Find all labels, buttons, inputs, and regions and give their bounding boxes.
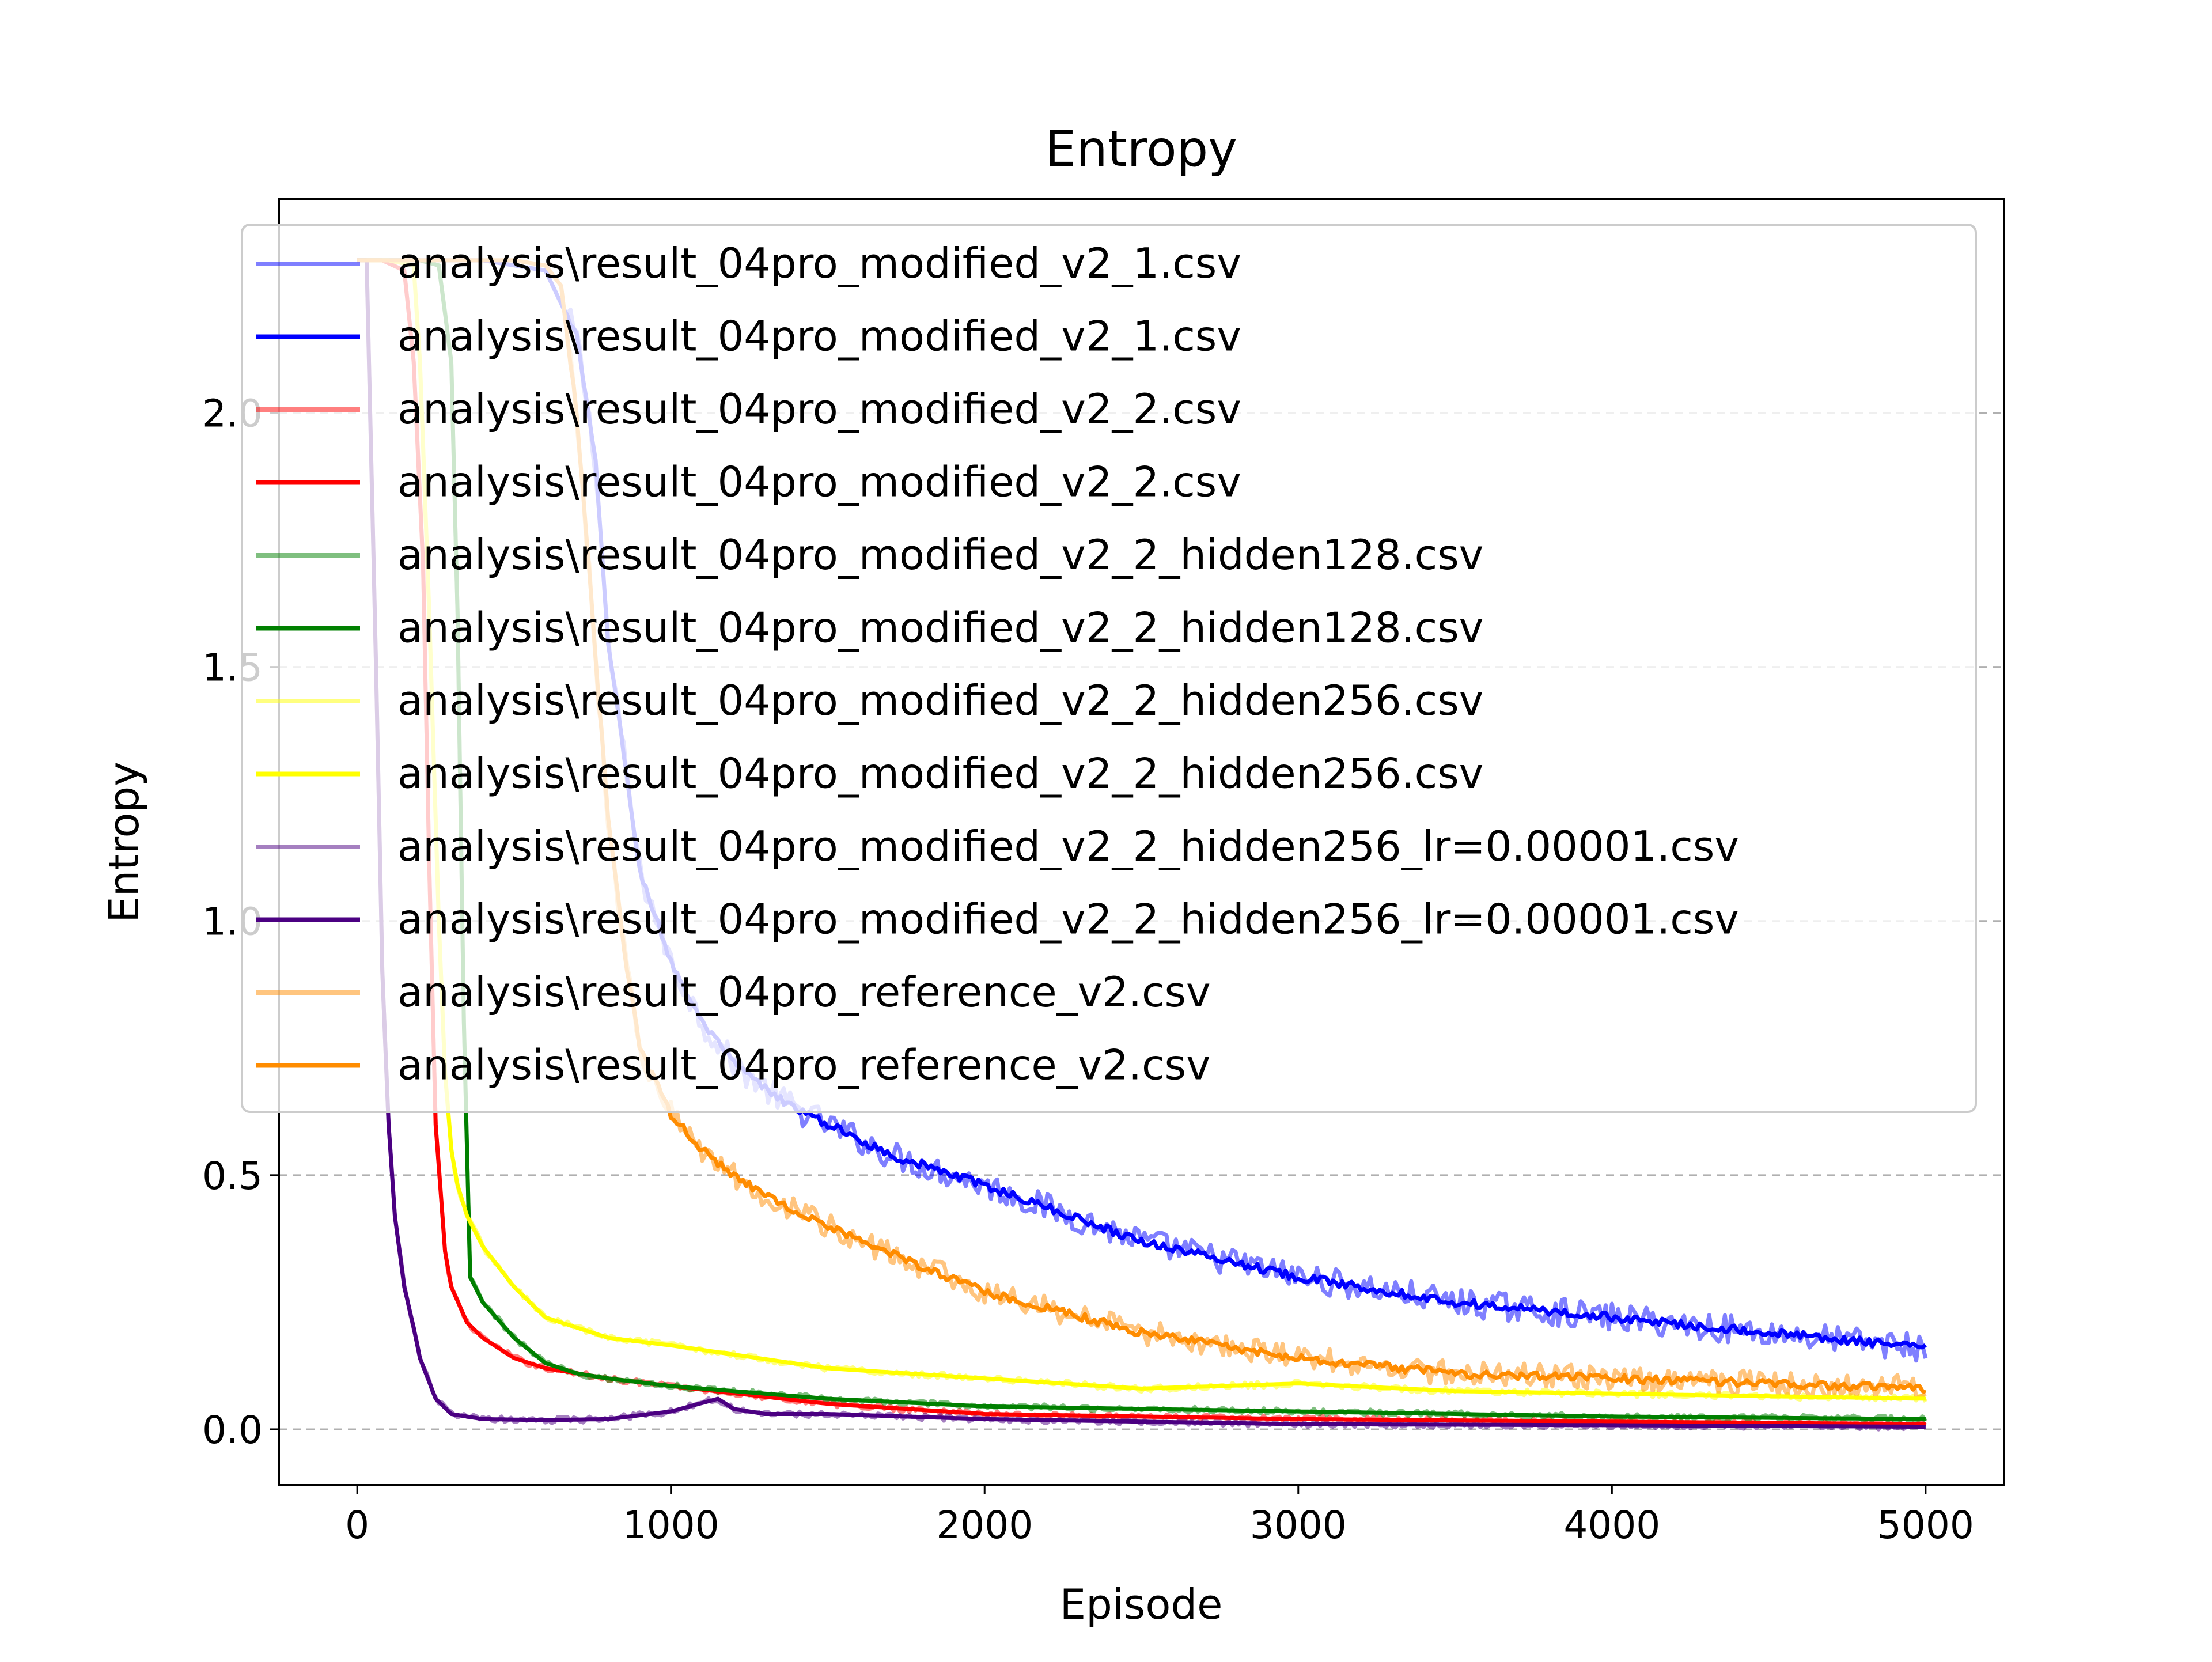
legend-label: analysis\result_04pro_modified_v2_2.csv xyxy=(397,385,1241,433)
x-tick-label: 0 xyxy=(345,1503,369,1547)
series-line-9-smoothed xyxy=(357,258,1926,1429)
y-tick-label: 0.0 xyxy=(202,1408,263,1452)
legend: analysis\result_04pro_modified_v2_1.csva… xyxy=(241,224,1977,1113)
series-line-5-smoothed xyxy=(357,258,1926,1421)
legend-label: analysis\result_04pro_modified_v2_2_hidd… xyxy=(397,749,1483,798)
legend-label: analysis\result_04pro_modified_v2_2.csv xyxy=(397,458,1241,506)
x-axis-label: Episode xyxy=(1060,1580,1223,1629)
x-tick-label: 4000 xyxy=(1563,1503,1660,1547)
x-axis: 0 1000 2000 3000 4000 5000 xyxy=(345,1485,1974,1547)
series-lines xyxy=(357,258,1928,1432)
x-tick-label: 5000 xyxy=(1877,1503,1974,1547)
legend-label: analysis\result_04pro_modified_v2_1.csv xyxy=(397,239,1241,287)
legend-label: analysis\result_04pro_modified_v2_1.csv xyxy=(397,312,1241,361)
legend-label: analysis\result_04pro_modified_v2_2_hidd… xyxy=(397,531,1483,579)
legend-label: analysis\result_04pro_modified_v2_2_hidd… xyxy=(397,604,1483,652)
legend-label: analysis\result_04pro_reference_v2.csv xyxy=(397,968,1211,1016)
legend-label: analysis\result_04pro_modified_v2_2_hidd… xyxy=(397,822,1739,870)
legend-label: analysis\result_04pro_modified_v2_2_hidd… xyxy=(397,676,1483,725)
series-line-7-smoothed xyxy=(357,258,1926,1401)
x-tick-label: 2000 xyxy=(936,1503,1033,1547)
legend-box xyxy=(241,224,1977,1113)
y-axis-label: Entropy xyxy=(100,762,148,923)
legend-label: analysis\result_04pro_reference_v2.csv xyxy=(397,1041,1211,1089)
legend-label: analysis\result_04pro_modified_v2_2_hidd… xyxy=(397,895,1739,944)
y-tick-label: 0.5 xyxy=(202,1154,263,1198)
x-tick-label: 3000 xyxy=(1250,1503,1347,1547)
chart-title: Entropy xyxy=(1045,120,1237,178)
x-tick-label: 1000 xyxy=(623,1503,719,1547)
